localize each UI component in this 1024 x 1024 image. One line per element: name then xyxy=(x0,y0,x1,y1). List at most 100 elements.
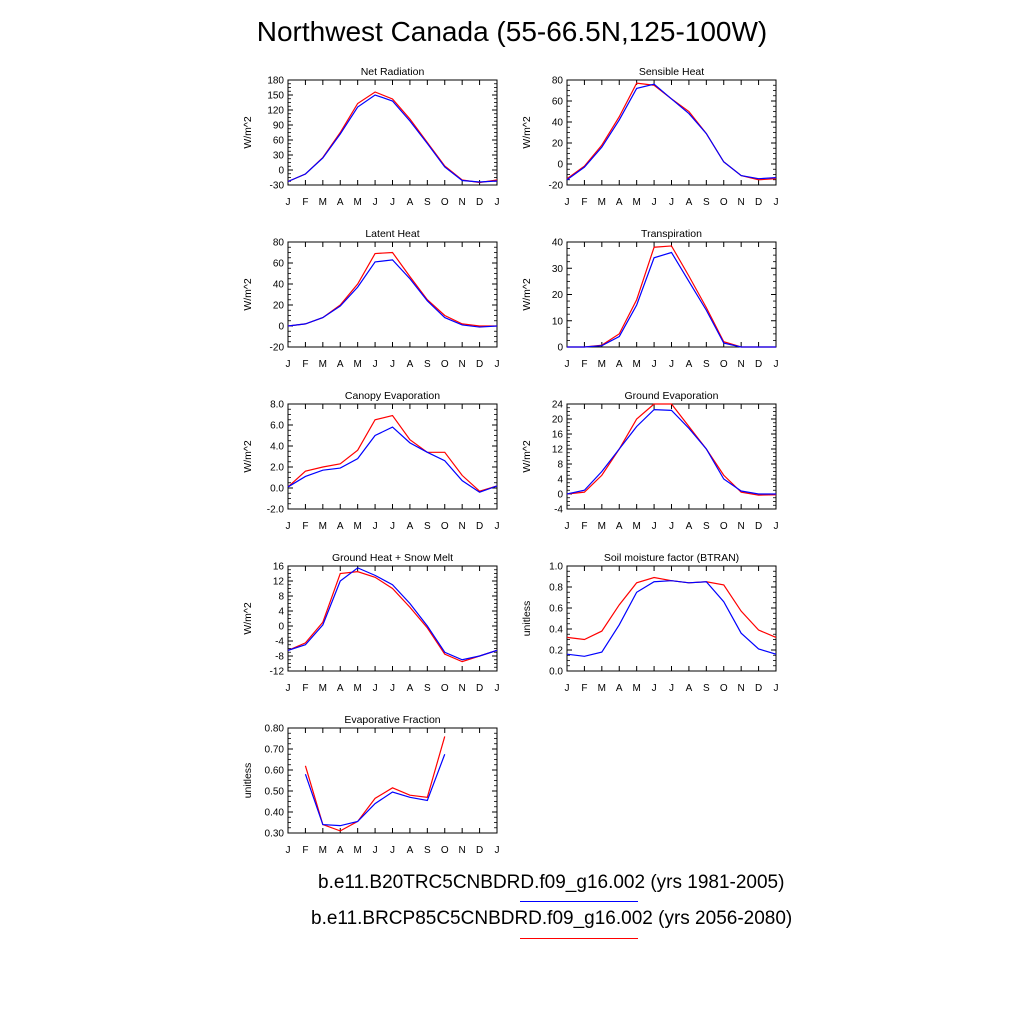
x-tick-label: J xyxy=(286,683,291,694)
y-tick-label: 80 xyxy=(273,238,285,249)
y-tick-label: 0.0 xyxy=(270,484,284,495)
x-tick-label: S xyxy=(703,521,710,532)
x-tick-label: M xyxy=(632,521,640,532)
y-tick-label: 0 xyxy=(278,166,284,177)
panel-title: Transpiration xyxy=(641,228,702,240)
y-tick-label: 120 xyxy=(267,106,284,117)
panel-title: Sensible Heat xyxy=(639,66,704,78)
x-tick-label: M xyxy=(632,359,640,370)
x-tick-label: J xyxy=(652,197,657,208)
series-line-control xyxy=(566,83,777,181)
y-tick-label: 20 xyxy=(552,415,564,426)
x-tick-label: S xyxy=(703,359,710,370)
plot-frame xyxy=(287,79,498,186)
y-tick-label: -20 xyxy=(549,181,564,192)
x-tick-label: A xyxy=(407,197,414,208)
x-tick-label: J xyxy=(565,683,570,694)
y-tick-label: 60 xyxy=(552,97,564,108)
panel-title: Latent Heat xyxy=(365,228,419,240)
x-tick-label: O xyxy=(720,359,728,370)
y-tick-label: 40 xyxy=(552,118,564,129)
x-tick-label: D xyxy=(476,521,483,532)
x-tick-label: M xyxy=(353,197,361,208)
y-tick-label: -4 xyxy=(554,505,563,516)
series-line-future xyxy=(566,403,777,496)
series-line-control xyxy=(566,409,776,495)
series-line-future xyxy=(304,736,446,832)
x-tick-label: N xyxy=(459,359,466,370)
x-tick-label: F xyxy=(302,683,308,694)
plot-frame xyxy=(566,241,777,348)
panel-title: Soil moisture factor (BTRAN) xyxy=(604,552,739,564)
x-tick-label: S xyxy=(424,845,431,856)
x-tick-label: A xyxy=(337,359,344,370)
x-tick-label: J xyxy=(669,197,674,208)
x-tick-label: J xyxy=(495,683,500,694)
y-tick-label: 20 xyxy=(552,290,564,301)
x-tick-label: A xyxy=(686,683,693,694)
x-tick-label: A xyxy=(407,683,414,694)
x-tick-label: A xyxy=(407,521,414,532)
x-tick-label: J xyxy=(495,359,500,370)
series-line-future xyxy=(566,576,777,641)
x-tick-label: S xyxy=(703,197,710,208)
x-tick-label: J xyxy=(565,521,570,532)
x-tick-label: A xyxy=(407,845,414,856)
x-tick-label: M xyxy=(598,521,606,532)
y-tick-label: 80 xyxy=(552,76,564,87)
series-line-control xyxy=(287,567,498,661)
x-tick-label: A xyxy=(407,359,414,370)
x-tick-label: D xyxy=(476,197,483,208)
x-tick-label: A xyxy=(616,359,623,370)
x-tick-label: D xyxy=(755,683,762,694)
x-tick-label: F xyxy=(581,197,587,208)
x-tick-label: M xyxy=(319,683,327,694)
series-line-control xyxy=(566,580,777,657)
x-tick-label: M xyxy=(353,845,361,856)
y-tick-label: -12 xyxy=(270,667,285,678)
legend-swatch-future xyxy=(520,938,638,939)
x-tick-label: M xyxy=(353,359,361,370)
x-tick-label: J xyxy=(565,197,570,208)
x-tick-label: J xyxy=(373,845,378,856)
x-tick-label: M xyxy=(319,845,327,856)
y-tick-label: 6.0 xyxy=(270,421,284,432)
x-tick-label: J xyxy=(652,683,657,694)
x-tick-label: F xyxy=(581,359,587,370)
y-tick-label: 60 xyxy=(273,136,285,147)
x-tick-label: M xyxy=(598,359,606,370)
y-axis-label: W/m^2 xyxy=(521,440,533,473)
panel-title: Canopy Evaporation xyxy=(345,390,440,402)
x-tick-label: A xyxy=(686,521,693,532)
x-tick-label: A xyxy=(616,683,623,694)
series-line-future xyxy=(287,91,498,184)
y-tick-label: 0 xyxy=(557,490,563,501)
y-tick-label: 4 xyxy=(557,475,563,486)
series-line-control xyxy=(287,259,498,328)
y-axis-label: W/m^2 xyxy=(242,602,254,635)
x-tick-label: N xyxy=(459,521,466,532)
y-tick-label: 60 xyxy=(273,259,285,270)
y-axis-label: W/m^2 xyxy=(521,278,533,311)
y-tick-label: 10 xyxy=(552,316,564,327)
y-tick-label: -20 xyxy=(270,343,285,354)
y-tick-label: 8.0 xyxy=(270,400,284,411)
x-tick-label: M xyxy=(353,521,361,532)
x-tick-label: J xyxy=(390,683,395,694)
plot-frame xyxy=(287,403,498,510)
panel-title: Ground Heat + Snow Melt xyxy=(332,552,453,564)
x-tick-label: J xyxy=(286,845,291,856)
y-tick-label: 8 xyxy=(278,592,284,603)
y-tick-label: 0 xyxy=(557,160,563,171)
y-axis-label: W/m^2 xyxy=(242,116,254,149)
x-tick-label: J xyxy=(774,359,779,370)
y-tick-label: 0.60 xyxy=(265,766,285,777)
x-tick-label: M xyxy=(632,197,640,208)
x-tick-label: M xyxy=(319,521,327,532)
x-tick-label: J xyxy=(669,683,674,694)
x-tick-label: F xyxy=(581,683,587,694)
series-line-control xyxy=(287,94,498,183)
series-line-future xyxy=(566,82,777,181)
x-tick-label: O xyxy=(441,845,449,856)
